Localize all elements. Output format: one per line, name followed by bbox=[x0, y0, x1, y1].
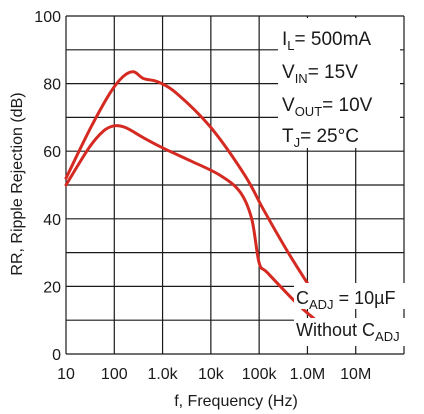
y-tick-label: 100 bbox=[34, 9, 61, 26]
annotation-tj: TJ= 25°C bbox=[282, 126, 359, 150]
legend-cadj-background bbox=[294, 283, 408, 309]
x-tick-label: 100 bbox=[101, 366, 128, 383]
x-tick-label: 10k bbox=[198, 366, 225, 383]
x-tick-label: 1.0M bbox=[290, 366, 326, 383]
x-tick-label: 1.0k bbox=[147, 366, 178, 383]
y-tick-label: 60 bbox=[43, 144, 61, 161]
conditions-annotation: IL= 500mA VIN= 15V VOUT= 10V TJ= 25°C bbox=[278, 18, 400, 150]
legend-label-cadj: CADJ = 10µF bbox=[296, 288, 395, 312]
y-tick-label: 0 bbox=[52, 347, 61, 364]
y-tick-label: 80 bbox=[43, 77, 61, 94]
series-line-cadj-10uf bbox=[64, 70, 318, 298]
series-line-without-cadj bbox=[64, 124, 318, 322]
annotation-vout: VOUT= 10V bbox=[282, 95, 373, 119]
x-tick-labels: 10 100 1.0k 10k 100k 1.0M 10M bbox=[57, 366, 371, 383]
x-axis-label: f, Frequency (Hz) bbox=[174, 393, 298, 410]
annotation-vin: VIN= 15V bbox=[282, 62, 358, 86]
data-series bbox=[64, 70, 318, 322]
y-tick-label: 20 bbox=[43, 279, 61, 296]
x-tick-label: 10 bbox=[57, 366, 75, 383]
y-tick-label: 40 bbox=[43, 212, 61, 229]
annotation-background bbox=[278, 18, 400, 148]
y-tick-labels: 0 20 40 60 80 100 bbox=[34, 9, 61, 364]
legend-without-background bbox=[294, 318, 420, 346]
legend-labels: CADJ = 10µF Without CADJ bbox=[294, 283, 420, 346]
y-axis-label: RR, Ripple Rejection (dB) bbox=[9, 92, 26, 275]
x-tick-label: 10M bbox=[340, 366, 371, 383]
annotation-il: IL= 500mA bbox=[282, 29, 371, 53]
legend-label-without: Without CADJ bbox=[296, 320, 400, 344]
x-tick-label: 100k bbox=[242, 366, 278, 383]
